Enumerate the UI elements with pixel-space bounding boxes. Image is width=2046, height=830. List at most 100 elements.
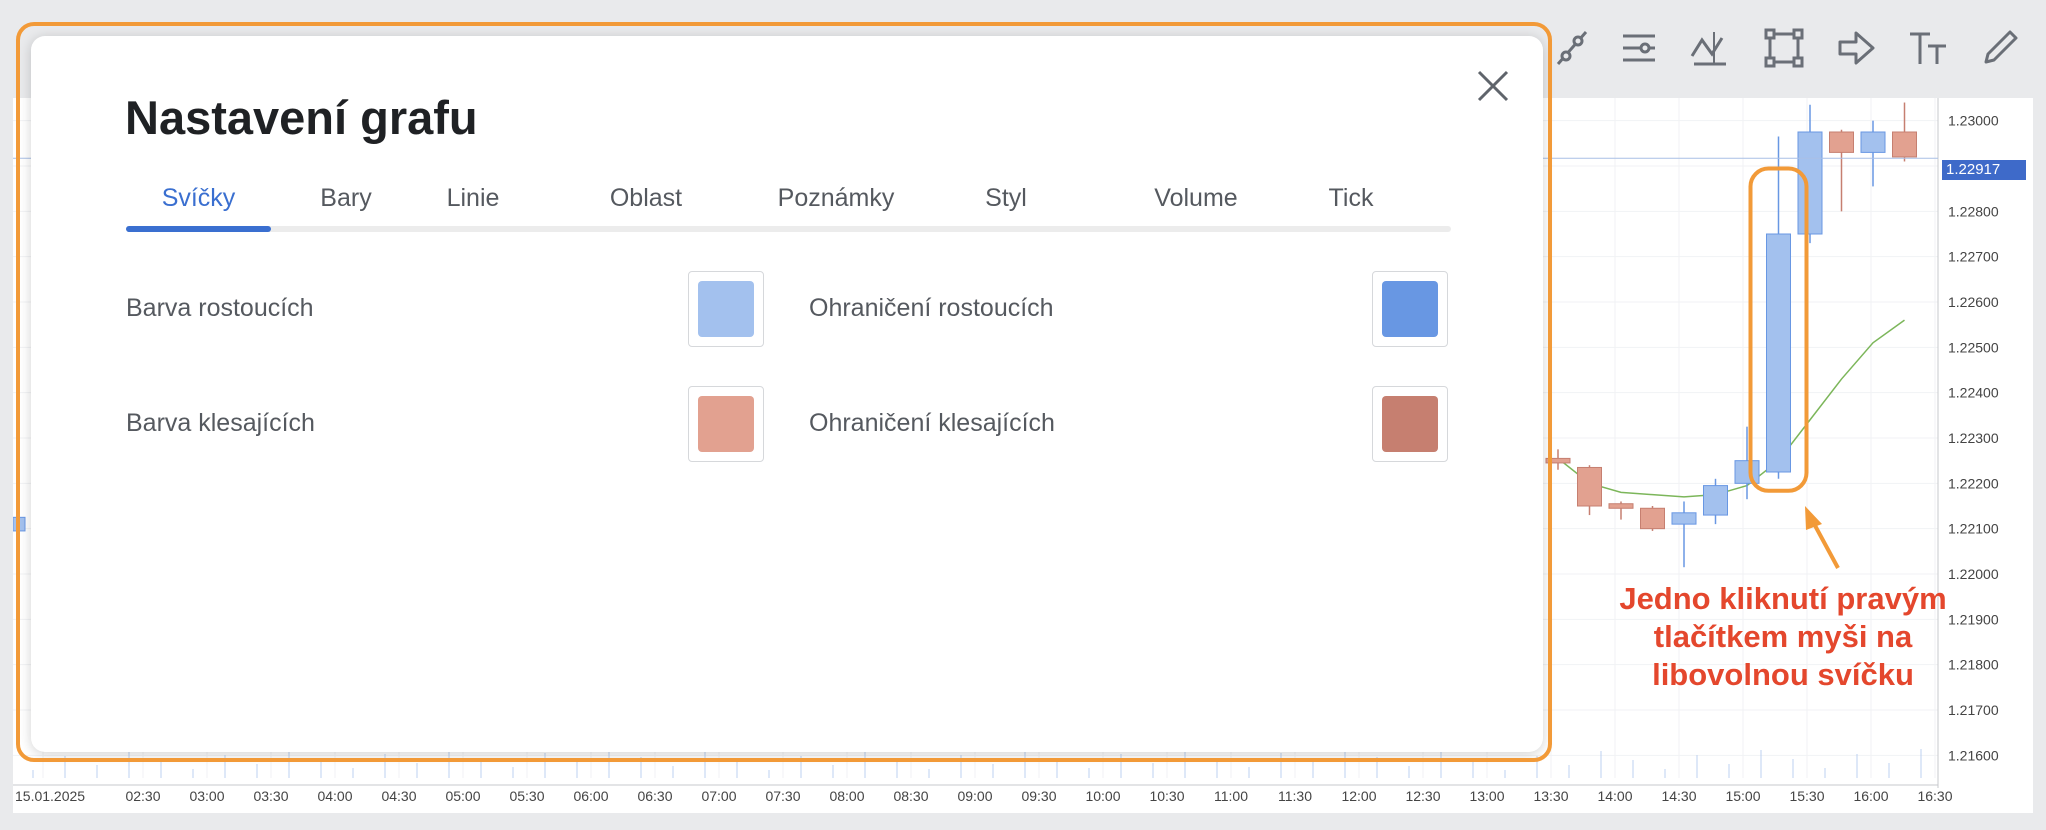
rising-border-label: Ohraničení rostoucích	[809, 294, 1054, 322]
candle-body	[1640, 507, 1665, 530]
y-tick-label: 1.22500	[1948, 339, 1999, 355]
tab-track	[126, 226, 1451, 232]
dialog-title: Nastavení grafu	[125, 91, 478, 144]
y-tick-label: 1.21600	[1948, 747, 1999, 763]
x-tick-label: 15.01.2025	[15, 788, 85, 804]
x-tick-label: 03:30	[253, 788, 288, 804]
volume-bars	[32, 748, 1922, 778]
x-tick-label: 16:30	[1917, 788, 1952, 804]
candle-body	[1860, 131, 1886, 153]
x-tick-label: 09:30	[1021, 788, 1056, 804]
rising-fill-swatch[interactable]	[688, 271, 764, 347]
annotation-line: tlačítkem myši na	[1653, 619, 1913, 654]
x-tick-label: 09:00	[957, 788, 992, 804]
x-tick-label: 06:00	[573, 788, 608, 804]
x-tick-label: 13:00	[1469, 788, 1504, 804]
x-tick-label: 12:00	[1341, 788, 1376, 804]
y-tick-label: 1.22700	[1948, 249, 1999, 265]
x-tick-label: 08:00	[829, 788, 864, 804]
x-tick-label: 11:00	[1214, 788, 1248, 804]
trend-angle-icon[interactable]	[1550, 26, 1594, 70]
close-button[interactable]	[1471, 64, 1515, 108]
x-tick-label: 15:00	[1725, 788, 1760, 804]
highlight	[1748, 166, 1809, 493]
moving-average-line	[1557, 319, 1905, 498]
falling-fill-color	[698, 396, 754, 452]
y-tick-label: 1.22300	[1948, 430, 1999, 446]
tab-bars[interactable]: Bary	[320, 184, 372, 212]
x-tick-label: 07:00	[701, 788, 736, 804]
settings-tabs: Svíčky Bary Linie Oblast Poznámky Styl V…	[126, 174, 1451, 232]
x-tick-label: 16:00	[1853, 788, 1888, 804]
pencil-icon[interactable]	[1978, 26, 2022, 70]
candles	[13, 102, 1917, 568]
x-tick-label: 05:30	[509, 788, 544, 804]
x-tick-label: 10:00	[1085, 788, 1120, 804]
x-tick-label: 14:30	[1661, 788, 1696, 804]
candle-body	[1892, 131, 1917, 158]
close-icon	[1477, 70, 1509, 102]
falling-border-color	[1382, 396, 1438, 452]
x-tick-label: 06:30	[637, 788, 672, 804]
x-tick-label: 04:00	[317, 788, 352, 804]
x-tick-label: 03:00	[189, 788, 224, 804]
current-price-tag: 1.22917	[1942, 160, 2026, 180]
tab-area[interactable]: Oblast	[609, 184, 683, 212]
x-tick-label: 08:30	[893, 788, 928, 804]
x-tick-label: 04:30	[381, 788, 416, 804]
active-tab-indicator	[126, 226, 271, 232]
x-tick-label: 13:30	[1533, 788, 1568, 804]
x-tick-label: 05:00	[445, 788, 480, 804]
tab-notes[interactable]: Poznámky	[777, 184, 895, 212]
x-tick-label: 14:00	[1597, 788, 1632, 804]
candle-body	[1703, 485, 1728, 516]
tab-volume[interactable]: Volume	[1154, 184, 1238, 212]
text-icon[interactable]	[1906, 26, 1950, 70]
y-tick-label: 1.22200	[1948, 475, 1999, 491]
horizontal-lines-icon[interactable]	[1617, 26, 1661, 70]
x-tick-label: 11:30	[1278, 788, 1312, 804]
falling-fill-swatch[interactable]	[688, 386, 764, 462]
candle-body	[13, 516, 26, 532]
y-tick-label: 1.22100	[1948, 521, 1999, 537]
candle-body	[1766, 233, 1791, 473]
y-tick-label: 1.21700	[1948, 702, 1999, 718]
chart-settings-dialog: Nastavení grafu Svíčky Bary Linie Oblast…	[31, 36, 1543, 752]
x-tick-label: 02:30	[125, 788, 160, 804]
candle-body	[1545, 457, 1571, 464]
tab-style[interactable]: Styl	[985, 184, 1027, 212]
y-tick-label: 1.21900	[1948, 611, 1999, 627]
tab-line[interactable]: Linie	[446, 184, 500, 212]
x-tick-label: 07:30	[765, 788, 800, 804]
moving-average	[1557, 319, 1905, 498]
y-tick-label: 1.21800	[1948, 657, 1999, 673]
candle-body	[1797, 131, 1823, 235]
y-tick-label: 1.22600	[1948, 294, 1999, 310]
y-tick-label: 1.22800	[1948, 203, 1999, 219]
candle-body	[1829, 131, 1854, 153]
tab-tick[interactable]: Tick	[1328, 184, 1374, 212]
annotation-line: libovolnou svíčku	[1652, 657, 1914, 692]
candle-body	[1734, 460, 1760, 484]
curve-icon[interactable]	[1688, 26, 1732, 70]
candle-highlight-outline	[1748, 166, 1809, 493]
falling-border-label: Ohraničení klesajících	[809, 409, 1055, 437]
x-tick-label: 15:30	[1789, 788, 1824, 804]
x-tick-label: 10:30	[1149, 788, 1184, 804]
annotation-line: Jedno kliknutí pravým	[1619, 581, 1947, 616]
x-tick-label: 12:30	[1405, 788, 1440, 804]
rising-border-color	[1382, 281, 1438, 337]
candle-body	[1577, 466, 1602, 507]
annotation-text: Jedno kliknutí pravým tlačítkem myši na …	[1598, 580, 1968, 694]
falling-fill-label: Barva klesajících	[126, 409, 315, 437]
arrow-icon[interactable]	[1834, 26, 1878, 70]
rising-fill-label: Barva rostoucích	[126, 294, 314, 322]
tab-candles[interactable]: Svíčky	[161, 184, 236, 212]
falling-border-swatch[interactable]	[1372, 386, 1448, 462]
y-tick-label: 1.23000	[1948, 113, 1999, 129]
rising-fill-color	[698, 281, 754, 337]
rising-border-swatch[interactable]	[1372, 271, 1448, 347]
rectangle-icon[interactable]	[1762, 26, 1806, 70]
y-tick-label: 1.22400	[1948, 385, 1999, 401]
candle-body	[1608, 503, 1634, 509]
